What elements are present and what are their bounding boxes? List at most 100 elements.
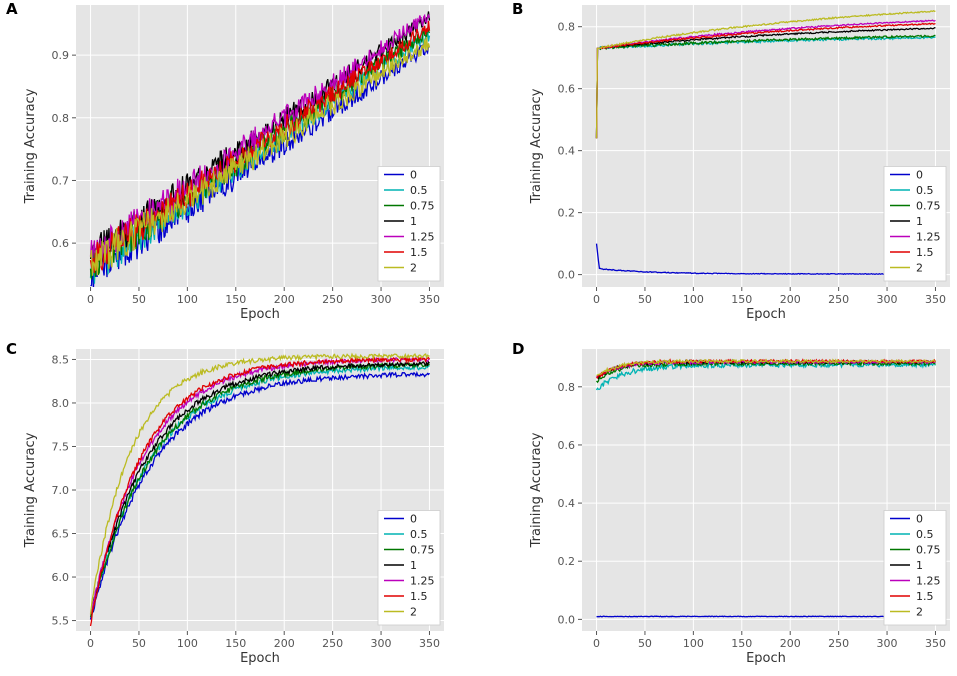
series-line-0 (596, 615, 936, 618)
x-tick-label: 100 (683, 637, 704, 650)
x-tick-label: 100 (683, 293, 704, 306)
y-tick-label: 0.6 (52, 237, 70, 250)
y-axis-label: Training Accuracy (529, 88, 544, 204)
legend-label-2: 2 (916, 606, 923, 619)
legend-label-1.5: 1.5 (410, 246, 428, 259)
legend-label-0.5: 0.5 (410, 184, 428, 197)
x-tick-label: 200 (274, 293, 295, 306)
series-line-0.75 (595, 34, 936, 139)
panel-letter: D (512, 340, 524, 358)
x-tick-label: 150 (225, 293, 246, 306)
x-tick-label: 250 (322, 293, 343, 306)
y-tick-label: 0.0 (558, 613, 576, 626)
series-line-0 (595, 243, 936, 276)
x-tick-label: 100 (177, 637, 198, 650)
y-tick-label: 8.5 (52, 353, 70, 366)
x-tick-label: 0 (593, 293, 600, 306)
panel-letter: A (6, 0, 18, 18)
x-tick-label: 350 (925, 637, 946, 650)
series-line-0.5 (595, 360, 937, 391)
panel-D: D 0 50 100 150 200 250 300 350 0.0 0.2 0.4 0.6 0.8 Epo… (512, 340, 950, 666)
x-tick-label: 200 (780, 293, 801, 306)
x-tick-label: 50 (132, 293, 146, 306)
legend-label-2: 2 (916, 262, 923, 275)
legend-label-2: 2 (410, 606, 417, 619)
legend (377, 166, 441, 282)
y-tick-label: 0.6 (558, 439, 576, 452)
series-line-1.5 (89, 355, 431, 627)
y-tick-label: 0.8 (52, 112, 70, 125)
x-tick-label: 200 (780, 637, 801, 650)
x-tick-label: 150 (731, 293, 752, 306)
x-tick-label: 0 (87, 637, 94, 650)
y-tick-label: 0.6 (558, 83, 576, 96)
x-tick-label: 0 (87, 293, 94, 306)
legend (883, 510, 947, 626)
legend-label-0.5: 0.5 (916, 528, 934, 541)
legend-label-2: 2 (410, 262, 417, 275)
x-tick-label: 150 (731, 637, 752, 650)
legend-label-1: 1 (916, 215, 923, 228)
x-tick-label: 300 (877, 637, 898, 650)
legend-label-0: 0 (410, 169, 417, 182)
legend-label-1.5: 1.5 (916, 590, 934, 603)
x-axis-label: Epoch (746, 307, 786, 322)
legend-label-1.5: 1.5 (410, 590, 428, 603)
legend-label-1.25: 1.25 (916, 575, 941, 588)
series-line-1.25 (595, 19, 936, 139)
x-tick-label: 300 (877, 293, 898, 306)
y-tick-label: 7.0 (52, 484, 70, 497)
legend-label-0.5: 0.5 (916, 184, 934, 197)
legend-label-0.75: 0.75 (916, 544, 941, 557)
series-line-2 (89, 36, 431, 276)
legend-label-0.75: 0.75 (916, 200, 941, 213)
x-tick-label: 300 (371, 293, 392, 306)
legend-label-1: 1 (410, 559, 417, 572)
x-tick-label: 350 (419, 293, 440, 306)
legend-label-0: 0 (916, 513, 923, 526)
x-tick-label: 250 (322, 637, 343, 650)
x-axis-label: Epoch (240, 651, 280, 666)
y-tick-label: 0.2 (558, 555, 576, 568)
legend (883, 166, 947, 282)
series-line-2 (89, 352, 430, 615)
x-tick-label: 200 (274, 637, 295, 650)
legend-label-1.25: 1.25 (916, 231, 941, 244)
x-tick-label: 50 (638, 637, 652, 650)
legend-label-0.5: 0.5 (410, 528, 428, 541)
x-tick-label: 350 (419, 637, 440, 650)
panel-letter: C (6, 340, 17, 358)
y-tick-label: 6.0 (52, 571, 70, 584)
panel-A: A 0 50 100 150 200 250 300 350 0.6 0.7 0.8 0.9 Epoch T… (6, 0, 444, 322)
legend-label-0.75: 0.75 (410, 544, 435, 557)
y-tick-label: 6.5 (52, 528, 70, 541)
y-tick-label: 0.9 (52, 49, 70, 62)
series-line-1 (90, 360, 430, 615)
x-axis-label: Epoch (240, 307, 280, 322)
y-tick-label: 0.8 (558, 21, 576, 34)
x-tick-label: 250 (828, 637, 849, 650)
y-tick-label: 0.4 (558, 497, 576, 510)
x-tick-label: 150 (225, 637, 246, 650)
x-tick-label: 50 (132, 637, 146, 650)
legend (377, 510, 441, 626)
y-axis-label: Training Accuracy (529, 432, 544, 548)
series-line-2 (596, 358, 936, 377)
series-line-1.5 (595, 22, 936, 139)
panel-C: C 0 50 100 150 200 250 300 350 5.5 6.0 6.5 7.0 7.5 8.0… (6, 340, 444, 666)
y-axis-label: Training Accuracy (23, 432, 38, 548)
y-tick-label: 5.5 (52, 615, 70, 628)
y-tick-label: 7.5 (52, 440, 70, 453)
x-tick-label: 350 (925, 293, 946, 306)
legend-label-1.25: 1.25 (410, 575, 435, 588)
legend-label-1: 1 (410, 215, 417, 228)
panel-letter: B (512, 0, 523, 18)
series-line-0 (89, 370, 430, 620)
y-tick-label: 0.2 (558, 207, 576, 220)
y-tick-label: 0.4 (558, 145, 576, 158)
legend-label-1.25: 1.25 (410, 231, 435, 244)
x-tick-label: 100 (177, 293, 198, 306)
series-line-0 (90, 44, 430, 287)
x-tick-label: 250 (828, 293, 849, 306)
y-axis-label: Training Accuracy (23, 88, 38, 204)
